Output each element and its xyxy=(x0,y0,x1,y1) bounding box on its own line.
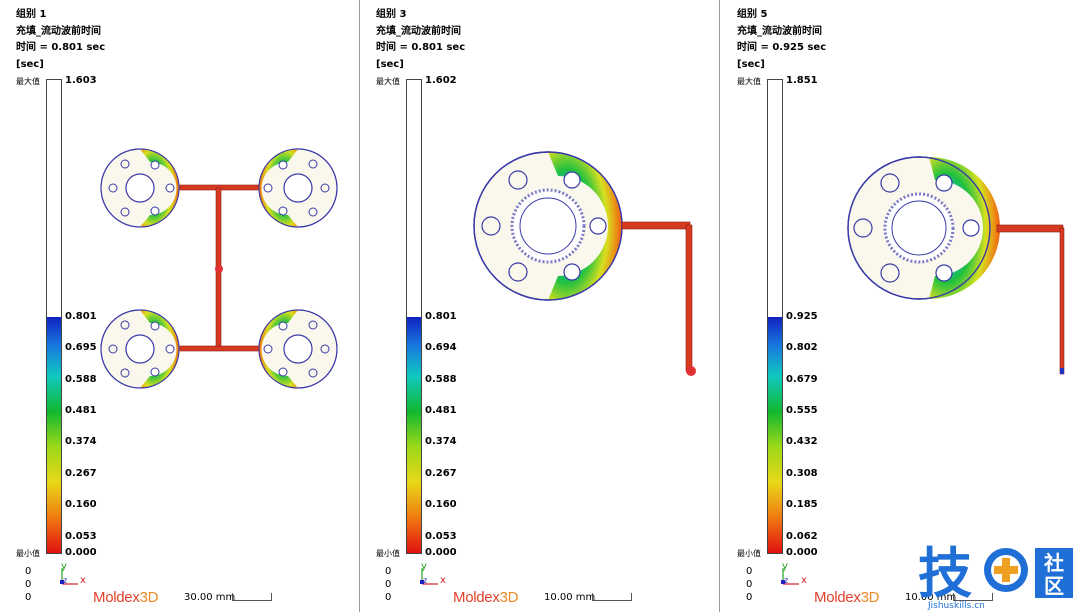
watermark-side-bottom: 区 xyxy=(1044,574,1064,598)
mold-model-view xyxy=(847,156,1065,375)
result-name: 充填_流动波前时间 xyxy=(16,26,101,37)
legend-tick: 0.695 xyxy=(65,342,97,353)
legend-tick: 0.801 xyxy=(425,311,457,322)
min-label: 最小值 xyxy=(16,549,40,558)
group-title: 组别 1 xyxy=(16,9,47,20)
scale-length: 30.00 mm xyxy=(184,592,236,603)
legend-tick: 0.267 xyxy=(425,468,457,479)
time-readout: 时间 = 0.801 sec xyxy=(16,42,106,53)
axis-value: 0 xyxy=(746,566,753,577)
watermark-url: Jishuskills.cn xyxy=(927,601,985,611)
axis-triad: y x z xyxy=(781,562,807,586)
group-title: 组别 5 xyxy=(737,9,768,20)
min-value: 0.000 xyxy=(425,547,457,558)
legend-tick: 0.053 xyxy=(425,531,457,542)
color-legend-bar xyxy=(767,79,783,554)
moldex3d-logo: Moldex3D xyxy=(814,589,880,606)
legend-tick: 0.432 xyxy=(786,436,818,447)
legend-tick: 0.801 xyxy=(65,311,97,322)
legend-tick: 0.308 xyxy=(786,468,818,479)
result-panel-5: 组别 5 充填_流动波前时间 时间 = 0.925 sec [sec] 最大值 … xyxy=(721,0,1081,612)
legend-tick: 0.062 xyxy=(786,531,818,542)
moldex3d-logo: Moldex3D xyxy=(93,589,159,606)
max-value: 1.603 xyxy=(65,75,97,86)
legend-tick: 0.374 xyxy=(425,436,457,447)
result-panel-1: 组别 1 充填_流动波前时间 时间 = 0.801 sec [sec] 最大值 … xyxy=(0,0,360,612)
legend-tick: 0.588 xyxy=(425,374,457,385)
min-label: 最小值 xyxy=(376,549,400,558)
legend-tick: 0.555 xyxy=(786,405,818,416)
axis-value: 0 xyxy=(385,579,392,590)
axis-y-label: y xyxy=(421,562,427,572)
axis-value: 0 xyxy=(746,579,753,590)
result-panel-3: 组别 3 充填_流动波前时间 时间 = 0.801 sec [sec] 最大值 … xyxy=(360,0,720,612)
axis-x-label: x xyxy=(801,575,807,586)
axis-value: 0 xyxy=(25,579,32,590)
legend-tick: 0.374 xyxy=(65,436,97,447)
unit-label: [sec] xyxy=(376,59,404,70)
watermark-main-char: 技 xyxy=(918,542,972,605)
watermark-side-top: 社 xyxy=(1043,551,1064,575)
result-name: 充填_流动波前时间 xyxy=(737,26,822,37)
min-value: 0.000 xyxy=(65,547,97,558)
color-legend-bar xyxy=(406,79,422,554)
min-label: 最小值 xyxy=(737,549,761,558)
unit-label: [sec] xyxy=(737,59,765,70)
mold-model-view xyxy=(473,151,696,376)
scale-ruler xyxy=(232,593,272,601)
site-watermark: 技 社 区 Jishuskills.cn xyxy=(918,542,1073,611)
unit-label: [sec] xyxy=(16,59,44,70)
group-title: 组别 3 xyxy=(376,9,407,20)
max-label: 最大值 xyxy=(737,77,761,86)
axis-value: 0 xyxy=(385,592,392,603)
legend-tick: 0.925 xyxy=(786,311,818,322)
scale-length: 10.00 mm xyxy=(905,592,957,603)
scale-ruler xyxy=(592,593,632,601)
axis-triad: y x z xyxy=(420,562,446,586)
moldex3d-logo: Moldex3D xyxy=(453,589,519,606)
legend-tick: 0.481 xyxy=(425,405,457,416)
axis-y-label: y xyxy=(782,562,788,572)
axis-x-label: x xyxy=(80,575,86,586)
axis-x-label: x xyxy=(440,575,446,586)
axis-z-label: z xyxy=(423,576,427,585)
max-value: 1.602 xyxy=(425,75,457,86)
legend-tick: 0.160 xyxy=(65,499,97,510)
time-readout: 时间 = 0.801 sec xyxy=(376,42,466,53)
legend-tick: 0.053 xyxy=(65,531,97,542)
legend-tick: 0.588 xyxy=(65,374,97,385)
axis-value: 0 xyxy=(746,592,753,603)
legend-tick: 0.481 xyxy=(65,405,97,416)
legend-tick: 0.679 xyxy=(786,374,818,385)
mold-model-view xyxy=(100,148,338,389)
time-readout: 时间 = 0.925 sec xyxy=(737,42,827,53)
axis-z-label: z xyxy=(784,576,788,585)
axis-y-label: y xyxy=(61,562,67,572)
max-value: 1.851 xyxy=(786,75,818,86)
max-label: 最大值 xyxy=(16,77,40,86)
axis-z-label: z xyxy=(63,576,67,585)
axis-value: 0 xyxy=(25,566,32,577)
axis-triad: y x z xyxy=(60,562,86,586)
legend-tick: 0.694 xyxy=(425,342,457,353)
color-legend-bar xyxy=(46,79,62,554)
axis-value: 0 xyxy=(385,566,392,577)
legend-tick: 0.267 xyxy=(65,468,97,479)
max-label: 最大值 xyxy=(376,77,400,86)
result-name: 充填_流动波前时间 xyxy=(376,26,461,37)
axis-value: 0 xyxy=(25,592,32,603)
legend-tick: 0.802 xyxy=(786,342,818,353)
legend-tick: 0.160 xyxy=(425,499,457,510)
min-value: 0.000 xyxy=(786,547,818,558)
legend-tick: 0.185 xyxy=(786,499,818,510)
scale-length: 10.00 mm xyxy=(544,592,596,603)
scale-ruler xyxy=(953,593,993,601)
